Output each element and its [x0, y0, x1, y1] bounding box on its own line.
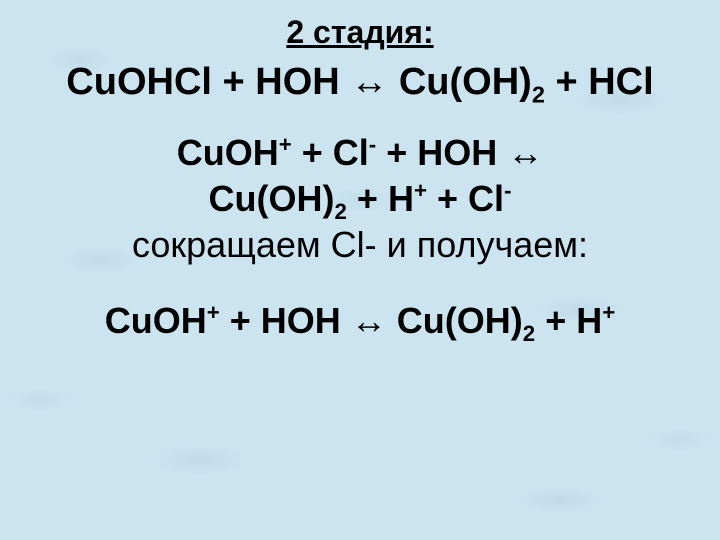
eq-text: CuOH [105, 300, 207, 341]
eq-text: + Cl [427, 178, 504, 219]
slide-content: 2 стадия: CuOHCl + HOH ↔ Cu(OH)2 + HCl C… [0, 0, 720, 342]
eq-text: + Cl [292, 132, 369, 173]
equation-net-ionic: CuOH+ + HOH ↔ Cu(OH)2 + H+ [18, 300, 702, 342]
eq-text: + H [535, 300, 602, 341]
reduction-note: сокращаем Cl- и получаем: [18, 224, 702, 266]
eq-text: CuOHCl [66, 61, 212, 103]
eq-text: + H [347, 178, 414, 219]
equation-molecular: CuOHCl + HOH ↔ Cu(OH)2 + HCl [18, 61, 702, 104]
eq-text: + [212, 61, 255, 103]
eq-sup: + [279, 132, 292, 157]
equation-ionic-line1: CuOH+ + Cl- + HOH ↔ [18, 132, 702, 174]
eq-sup: + [207, 300, 220, 325]
eq-text: Cu(OH) [399, 61, 532, 103]
eq-sup: + [602, 300, 615, 325]
eq-sup: - [504, 178, 511, 203]
eq-sub: 2 [532, 82, 545, 108]
eq-sub: 2 [335, 199, 347, 224]
eq-sup: + [414, 178, 427, 203]
eq-text: Cu(OH) [209, 178, 335, 219]
eq-text: CuOH [177, 132, 279, 173]
eq-sub: 2 [523, 321, 535, 346]
eq-text: HCl [588, 61, 653, 103]
eq-text: HOH [255, 61, 339, 103]
eq-arrow: ↔ [340, 61, 399, 103]
equation-ionic-line2: Cu(OH)2 + H+ + Cl- [18, 178, 702, 220]
eq-text: + HOH ↔ [376, 132, 543, 173]
eq-text: + HOH ↔ Cu(OH) [220, 300, 523, 341]
eq-text: + [545, 61, 588, 103]
stage-title: 2 стадия: [18, 14, 702, 51]
